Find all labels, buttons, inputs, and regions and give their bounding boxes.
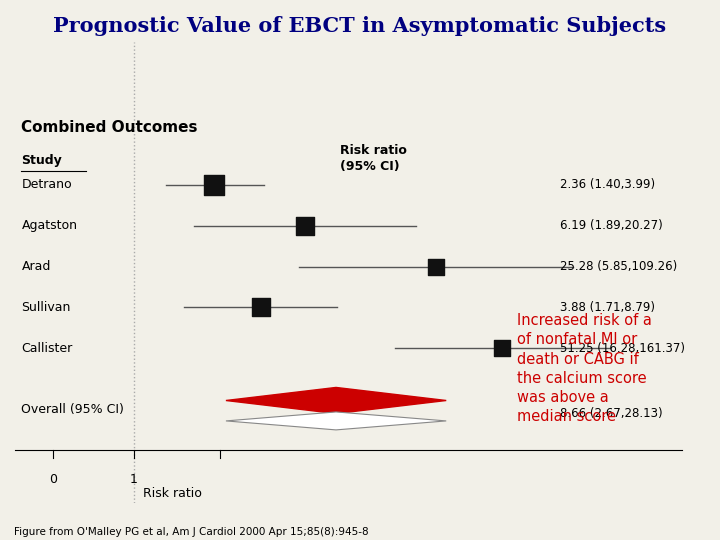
Point bbox=[299, 221, 310, 230]
Text: Prognostic Value of EBCT in Asymptomatic Subjects: Prognostic Value of EBCT in Asymptomatic… bbox=[53, 16, 667, 36]
Polygon shape bbox=[226, 412, 446, 430]
Text: 2.36 (1.40,3.99): 2.36 (1.40,3.99) bbox=[560, 178, 655, 191]
Text: Overall (95% CI): Overall (95% CI) bbox=[22, 403, 125, 416]
Point bbox=[431, 262, 442, 271]
Polygon shape bbox=[226, 387, 446, 414]
Text: 0: 0 bbox=[49, 473, 57, 486]
Text: Arad: Arad bbox=[22, 260, 51, 273]
Point bbox=[209, 180, 220, 189]
Text: Figure from O'Malley PG et al, Am J Cardiol 2000 Apr 15;85(8):945-8: Figure from O'Malley PG et al, Am J Card… bbox=[14, 527, 369, 537]
Text: Detrano: Detrano bbox=[22, 178, 72, 191]
Text: Agatston: Agatston bbox=[22, 219, 78, 232]
Point bbox=[255, 303, 266, 312]
Text: 1: 1 bbox=[130, 473, 138, 486]
Text: Sullivan: Sullivan bbox=[22, 301, 71, 314]
Point bbox=[497, 344, 508, 353]
Text: Combined Outcomes: Combined Outcomes bbox=[22, 119, 198, 134]
Text: Risk ratio: Risk ratio bbox=[143, 487, 202, 500]
Text: 8.66 (2.67,28.13): 8.66 (2.67,28.13) bbox=[560, 407, 662, 420]
Text: Study: Study bbox=[22, 154, 62, 167]
Text: Risk ratio
(95% CI): Risk ratio (95% CI) bbox=[340, 144, 407, 173]
Text: Increased risk of a
of nonfatal MI or
death or CABG if
the calcium score
was abo: Increased risk of a of nonfatal MI or de… bbox=[517, 313, 652, 424]
Text: Callister: Callister bbox=[22, 342, 73, 355]
Text: 25.28 (5.85,109.26): 25.28 (5.85,109.26) bbox=[560, 260, 678, 273]
Text: 6.19 (1.89,20.27): 6.19 (1.89,20.27) bbox=[560, 219, 663, 232]
Text: 51.25 (16.28,161.37): 51.25 (16.28,161.37) bbox=[560, 342, 685, 355]
Text: 3.88 (1.71,8.79): 3.88 (1.71,8.79) bbox=[560, 301, 655, 314]
